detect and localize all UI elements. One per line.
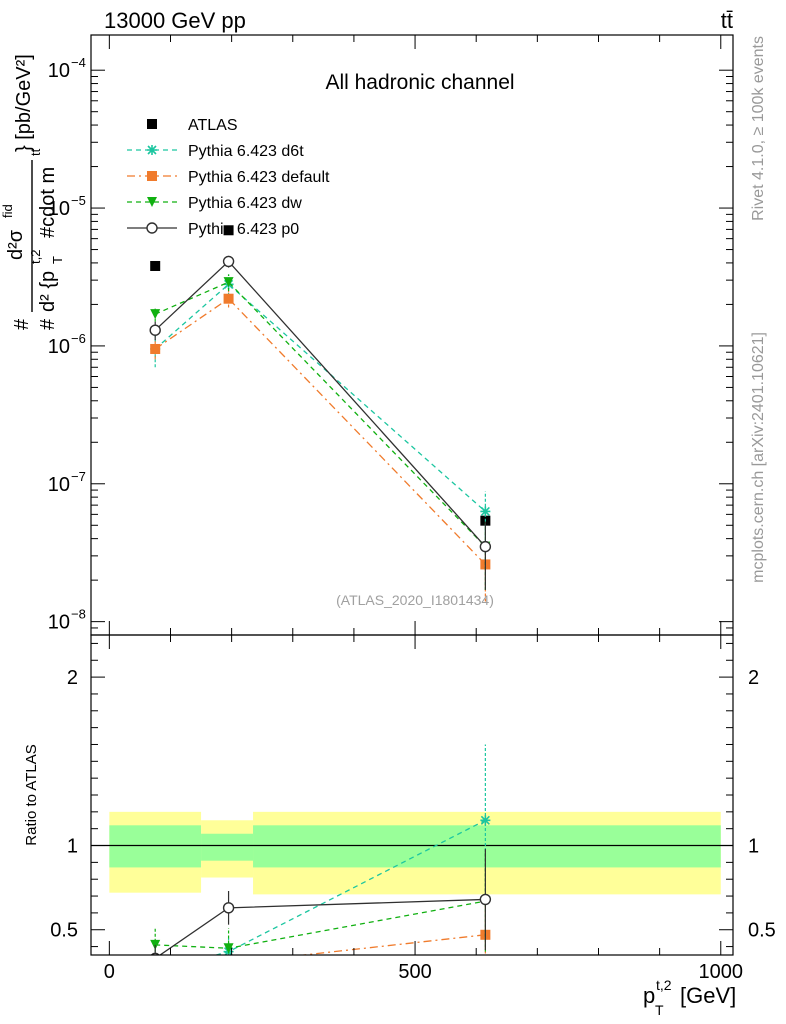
legend-marker-1 bbox=[147, 145, 157, 155]
x-label-p: p bbox=[643, 983, 655, 1008]
ratio-frame bbox=[90, 634, 734, 956]
main-point-4-0 bbox=[149, 324, 161, 336]
legend-entry-1: Pythia 6.423 d6t bbox=[127, 143, 304, 160]
ratio-xtick-label-2: 1000 bbox=[699, 961, 744, 983]
main-point-4-1 bbox=[222, 255, 235, 268]
ratio-ytick-label-left-0: 0.5 bbox=[50, 920, 78, 942]
main-point-0-1 bbox=[223, 225, 234, 236]
ratio-point-1-1 bbox=[224, 958, 234, 968]
ratio-xtick-label-1: 500 bbox=[398, 961, 431, 983]
x-label-sub: T bbox=[655, 1002, 664, 1018]
main-line-3 bbox=[154, 281, 486, 548]
legend: ATLAS Pythia 6.423 d6t Pythia 6.423 defaul… bbox=[127, 117, 330, 238]
legend-entry-0: ATLAS bbox=[147, 117, 238, 134]
main-ytick-exp-2: −6 bbox=[71, 331, 86, 346]
y-label-den: d² {p bbox=[37, 271, 59, 312]
legend-marker-2 bbox=[147, 171, 157, 181]
main-ytick-exp-0: −8 bbox=[71, 607, 86, 622]
ratio-ytick-label-left-1: 1 bbox=[67, 836, 78, 858]
ratio-axes: 0.5 0.5 1 1 2 2 0 500 1000 bbox=[50, 634, 776, 983]
legend-entry-3: Pythia 6.423 dw bbox=[127, 195, 302, 212]
main-line-1 bbox=[154, 283, 486, 512]
y-label-den-cdot: #cdot m bbox=[37, 167, 59, 238]
x-label-sup: t,2 bbox=[656, 977, 672, 993]
main-ytick-exp-4: −4 bbox=[71, 55, 86, 70]
y-label-unit: } [pb/GeV²] bbox=[13, 54, 35, 152]
legend-label-2: Pythia 6.423 default bbox=[188, 169, 330, 186]
main-point-1-2 bbox=[480, 506, 491, 517]
legend-label-1: Pythia 6.423 d6t bbox=[188, 143, 304, 160]
ratio-ytick-label-left-2: 2 bbox=[67, 667, 78, 689]
ratio-ytick-label-right-0: 0.5 bbox=[748, 920, 776, 942]
ratio-point-0-0 bbox=[150, 967, 160, 977]
legend-marker-4 bbox=[146, 222, 158, 234]
main-series-1 bbox=[150, 274, 491, 542]
main-series-2 bbox=[150, 291, 491, 602]
main-line-4 bbox=[154, 260, 486, 548]
y-label-den-sup2: tt bbox=[28, 148, 43, 156]
ratio-y-axis-label: Ratio to ATLAS bbox=[23, 744, 40, 845]
main-y-axis-label: # d²σ fid # d² {p T t,2 #cdot m tt } [pb… bbox=[0, 54, 65, 330]
legend-label-3: Pythia 6.423 dw bbox=[188, 195, 302, 212]
ratio-ytick-label-right-2: 2 bbox=[748, 667, 759, 689]
ratio-series-layer bbox=[150, 744, 492, 977]
process-label: tt̄ bbox=[721, 8, 733, 33]
main-series-0 bbox=[150, 225, 491, 526]
y-label-den-hash: # bbox=[37, 318, 59, 330]
rivet-version-label: Rivet 4.1.0, ≥ 100k events bbox=[750, 36, 767, 221]
y-label-num-hash: # bbox=[11, 318, 33, 330]
collision-energy-label: 13000 GeV pp bbox=[104, 8, 246, 33]
ratio-band-inner-0 bbox=[109, 825, 202, 868]
main-axes: 10−810−710−610−510−4 bbox=[48, 34, 734, 636]
legend-entry-2: Pythia 6.423 default bbox=[127, 169, 330, 186]
ratio-band-inner-2 bbox=[253, 825, 721, 868]
ratio-series-1 bbox=[150, 901, 491, 977]
ratio-xtick-label-0: 0 bbox=[104, 961, 115, 983]
main-series-layer bbox=[149, 225, 492, 602]
main-point-3-1 bbox=[223, 277, 234, 288]
main-ytick-exp-1: −7 bbox=[71, 469, 86, 484]
legend-entry-4: Pythia 6.423 p0 bbox=[127, 221, 299, 238]
main-ytick-label-4: 10 bbox=[48, 60, 70, 82]
main-title: All hadronic channel bbox=[325, 71, 514, 94]
legend-marker-0 bbox=[147, 119, 157, 129]
main-point-2-1 bbox=[223, 293, 234, 304]
ratio-point-1-0 bbox=[150, 967, 160, 977]
legend-label-0: ATLAS bbox=[188, 117, 238, 134]
ratio-line-3 bbox=[158, 898, 486, 955]
legend-label-4: Pythia 6.423 p0 bbox=[188, 221, 299, 238]
x-axis-label: p T t,2 [GeV] bbox=[643, 977, 736, 1018]
main-ytick-label-3: 10 bbox=[48, 198, 70, 220]
y-label-den-sub: T bbox=[50, 256, 65, 264]
main-point-4-2 bbox=[479, 540, 492, 553]
legend-marker-3 bbox=[147, 197, 157, 207]
mcplots-label: mcplots.cern.ch [arXiv:2401.10621] bbox=[750, 332, 767, 583]
ratio-point-0-2 bbox=[480, 815, 491, 826]
main-line-2 bbox=[154, 297, 486, 565]
main-ytick-label-0: 10 bbox=[48, 612, 70, 634]
ratio-series-clipped bbox=[150, 744, 492, 977]
main-point-0-0 bbox=[150, 260, 161, 271]
ratio-series-3 bbox=[150, 848, 492, 955]
ratio-line-1 bbox=[298, 934, 486, 955]
ratio-plot-area bbox=[91, 811, 733, 895]
y-label-num: d²σ bbox=[5, 229, 27, 260]
watermark: (ATLAS_2020_I1801434) bbox=[336, 592, 494, 608]
ratio-band-inner-1 bbox=[201, 833, 254, 861]
main-point-2-0 bbox=[150, 343, 161, 354]
ratio-point-3-2 bbox=[479, 893, 492, 906]
main-series-4 bbox=[149, 255, 492, 590]
main-point-3-0 bbox=[150, 309, 161, 320]
ratio-ytick-label-right-1: 1 bbox=[748, 836, 759, 858]
main-ytick-exp-3: −5 bbox=[71, 193, 86, 208]
main-series-3 bbox=[150, 274, 491, 590]
y-label-den-sup: t,2 bbox=[28, 250, 43, 264]
main-ytick-label-2: 10 bbox=[48, 336, 70, 358]
ratio-point-3-1 bbox=[222, 902, 235, 914]
main-ytick-label-1: 10 bbox=[48, 474, 70, 496]
ratio-point-2-1 bbox=[223, 943, 234, 954]
y-label-num-sup: fid bbox=[0, 204, 15, 218]
x-label-unit: [GeV] bbox=[680, 983, 736, 1008]
